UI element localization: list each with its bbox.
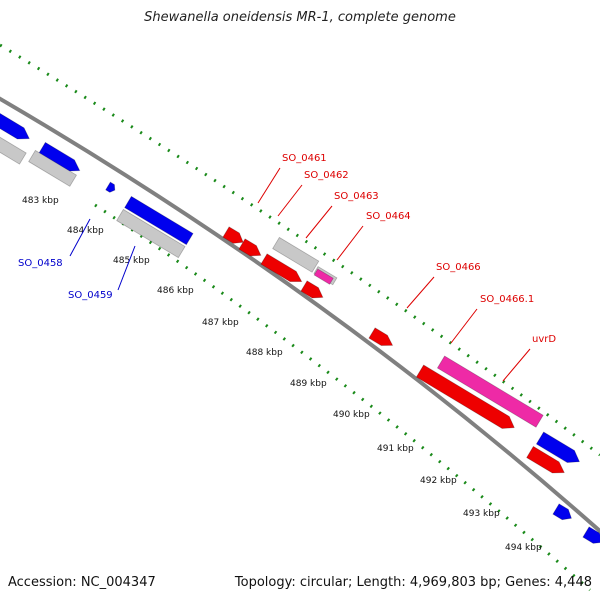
gene-label[interactable]: SO_0459 <box>68 290 113 301</box>
gene-label-leader <box>502 348 531 382</box>
gene-label[interactable]: SO_0466 <box>436 262 481 273</box>
gene-gray-2[interactable] <box>28 149 78 187</box>
gene-label-leader <box>257 167 281 204</box>
gene-label-leader <box>117 245 136 291</box>
gene-blue-5[interactable] <box>582 526 600 548</box>
gene-so0462[interactable] <box>238 238 264 261</box>
tick-label: 486 kbp <box>157 286 194 296</box>
gene-label[interactable]: SO_0464 <box>366 211 411 222</box>
gene-pink-small-shape <box>313 268 334 285</box>
gene-gray-1-shape <box>0 133 27 165</box>
gene-label-leader <box>406 276 435 309</box>
genome-backbone <box>0 96 600 534</box>
tick-label: 491 kbp <box>377 444 414 454</box>
gene-label[interactable]: SO_0463 <box>334 191 379 202</box>
gene-blue-2-shape <box>38 141 81 172</box>
gene-blue-1-shape <box>0 111 30 140</box>
gene-gray-4[interactable] <box>272 236 320 273</box>
gene-uvrd-red[interactable] <box>415 364 517 434</box>
tick-label: 485 kbp <box>113 256 150 266</box>
inner-tick-ruler <box>94 203 591 592</box>
gene-blue-4[interactable] <box>552 503 575 524</box>
tick-label: 494 kbp <box>505 543 542 553</box>
tick-label: 488 kbp <box>246 348 283 358</box>
gene-uvrd-red-shape <box>415 364 515 429</box>
tick-label: 484 kbp <box>67 226 104 236</box>
gene-label[interactable]: SO_0458 <box>18 258 63 269</box>
accession-label: Accession: NC_004347 <box>8 575 156 590</box>
gene-label-leader <box>277 184 303 217</box>
gene-so0463-shape <box>260 253 303 283</box>
genome-summary-label: Topology: circular; Length: 4,969,803 bp… <box>234 575 592 590</box>
tick-label: 483 kbp <box>22 196 59 206</box>
gene-blue-2[interactable] <box>38 141 83 176</box>
gene-uvrd[interactable] <box>436 355 544 428</box>
gene-label[interactable]: uvrD <box>532 334 556 345</box>
gene-blue-3-shape <box>535 431 581 463</box>
gene-gray-1[interactable] <box>0 133 27 165</box>
gene-blue-3[interactable] <box>535 431 583 468</box>
gene-label-leader <box>305 205 333 239</box>
gene-so0459-block[interactable] <box>124 195 194 246</box>
map-title: Shewanella oneidensis MR-1, complete gen… <box>144 10 456 25</box>
gene-so0459-block-shape <box>124 195 194 246</box>
gene-so0464[interactable] <box>300 280 326 303</box>
gene-label-leader <box>69 218 91 257</box>
outer-tick-ruler <box>0 43 600 457</box>
gene-blue-1[interactable] <box>0 111 33 144</box>
gene-red-tail[interactable] <box>526 445 568 478</box>
gene-so0466-shape <box>368 327 394 346</box>
gene-so0461-shape <box>222 226 244 244</box>
gene-blue-4-shape <box>552 503 572 521</box>
gene-label-leader <box>450 308 478 344</box>
gene-so0461[interactable] <box>222 226 246 248</box>
gene-gray-3[interactable] <box>116 208 186 259</box>
gene-uvrd-shape <box>436 355 544 428</box>
tick-label: 493 kbp <box>463 509 500 519</box>
tick-label: 487 kbp <box>202 318 239 328</box>
gene-so0462-shape <box>238 238 262 257</box>
gene-label[interactable]: SO_0462 <box>304 170 349 181</box>
gene-so0463[interactable] <box>260 253 305 287</box>
gene-so0458-marker-shape <box>105 181 116 193</box>
gene-pink-small[interactable] <box>313 268 334 285</box>
gene-so0466[interactable] <box>368 327 396 351</box>
gene-so0458-marker[interactable] <box>105 181 117 194</box>
gene-label-leader <box>336 225 364 261</box>
gene-label[interactable]: SO_0461 <box>282 153 327 164</box>
gene-gray-2-shape <box>28 149 78 187</box>
tick-label: 492 kbp <box>420 476 457 486</box>
gene-so0464-shape <box>300 280 324 299</box>
gene-blue-5-shape <box>582 526 600 544</box>
gene-label[interactable]: SO_0466.1 <box>480 294 534 305</box>
gene-red-tail-shape <box>526 445 565 474</box>
gene-gray-4-shape <box>272 236 320 273</box>
gene-gray-3-shape <box>116 208 186 259</box>
tick-label: 490 kbp <box>333 410 370 420</box>
tick-label: 489 kbp <box>290 379 327 389</box>
